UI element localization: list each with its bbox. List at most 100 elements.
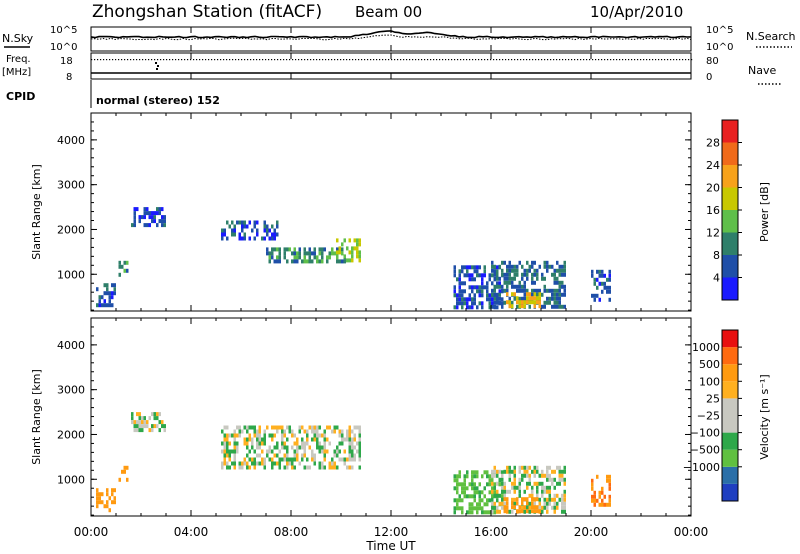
echo-cell xyxy=(233,441,236,446)
echo-cell xyxy=(308,247,311,252)
echo-cell xyxy=(471,502,474,507)
echo-cell xyxy=(501,477,504,482)
nsearch-tick-top: 10^5 xyxy=(706,25,733,36)
echo-cell xyxy=(283,247,286,252)
echo-cell xyxy=(163,428,166,433)
echo-cell xyxy=(553,300,556,305)
echo-cell xyxy=(476,502,479,507)
echo-cell xyxy=(278,461,281,466)
echo-cell xyxy=(468,506,471,511)
echo-cell xyxy=(161,223,164,228)
echo-cell xyxy=(241,429,244,434)
echo-cell xyxy=(138,219,141,224)
echo-cell xyxy=(123,469,126,474)
echo-cell xyxy=(551,505,554,510)
echo-cell xyxy=(278,259,281,264)
echo-cell xyxy=(541,473,544,478)
echo-cell xyxy=(466,470,469,475)
echo-cell xyxy=(253,236,256,241)
echo-cell xyxy=(293,433,296,438)
echo-cell xyxy=(276,461,279,466)
echo-cell xyxy=(336,250,339,255)
echo-cell xyxy=(243,232,246,237)
nave-dot xyxy=(154,59,156,61)
echo-cell xyxy=(238,465,241,470)
echo-cell xyxy=(473,498,476,503)
echo-cell xyxy=(533,505,536,510)
echo-cell xyxy=(493,304,496,309)
echo-cell xyxy=(561,505,564,510)
colorbar-tick-label: −500 xyxy=(690,444,720,457)
echo-cell xyxy=(488,293,491,298)
echo-cell xyxy=(258,429,261,434)
echo-cell xyxy=(113,496,116,501)
echo-cell xyxy=(338,246,341,251)
echo-cell xyxy=(293,457,296,462)
echo-cell xyxy=(338,457,341,462)
echo-cell xyxy=(286,425,289,430)
echo-cell xyxy=(338,259,341,264)
echo-cell xyxy=(491,481,494,486)
echo-cell xyxy=(541,505,544,510)
colorbar-swatch xyxy=(722,330,738,348)
echo-cell xyxy=(341,429,344,434)
echo-cell xyxy=(563,501,566,506)
echo-cell xyxy=(516,501,519,506)
echo-cell xyxy=(501,301,504,306)
echo-cell xyxy=(503,493,506,498)
echo-cell xyxy=(463,490,466,495)
echo-cell xyxy=(471,297,474,302)
echo-cell xyxy=(478,273,481,278)
echo-cell xyxy=(348,437,351,442)
echo-cell xyxy=(296,453,299,458)
echo-cell xyxy=(301,453,304,458)
echo-cell xyxy=(136,428,139,433)
echo-cell xyxy=(358,433,361,438)
nave-dot xyxy=(289,59,291,61)
echo-cell xyxy=(321,449,324,454)
nave-dot xyxy=(595,59,597,61)
echo-cell xyxy=(298,247,301,252)
nave-dot xyxy=(184,59,186,61)
echo-cell xyxy=(526,485,529,490)
echo-cell xyxy=(331,251,334,256)
echo-cell xyxy=(558,477,561,482)
echo-cell xyxy=(293,259,296,264)
echo-cell xyxy=(346,258,349,263)
echo-cell xyxy=(553,509,556,514)
echo-cell xyxy=(296,449,299,454)
nave-dot xyxy=(388,59,390,61)
echo-cell xyxy=(256,441,259,446)
echo-cell xyxy=(548,300,551,305)
echo-cell xyxy=(471,482,474,487)
echo-cell xyxy=(558,296,561,301)
echo-cell xyxy=(521,300,524,305)
echo-cell xyxy=(311,425,314,430)
echo-cell xyxy=(233,437,236,442)
echo-cell xyxy=(603,494,606,499)
echo-cell xyxy=(598,269,601,274)
echo-cell xyxy=(543,276,546,281)
nave-dot xyxy=(400,59,402,61)
echo-cell xyxy=(311,259,314,264)
echo-cell xyxy=(321,247,324,252)
echo-cell xyxy=(468,273,471,278)
echo-cell xyxy=(286,465,289,470)
echo-cell xyxy=(538,501,541,506)
echo-cell xyxy=(528,300,531,305)
echo-cell xyxy=(238,220,241,225)
echo-cell xyxy=(511,469,514,474)
echo-cell xyxy=(343,259,346,264)
nave-dot xyxy=(406,59,408,61)
nsky-label: N.Sky xyxy=(2,32,34,45)
echo-cell xyxy=(478,293,481,298)
echo-cell xyxy=(531,509,534,514)
echo-cell xyxy=(308,445,311,450)
echo-cell xyxy=(481,289,484,294)
echo-cell xyxy=(346,246,349,251)
echo-cell xyxy=(486,502,489,507)
echo-cell xyxy=(543,300,546,305)
echo-cell xyxy=(461,293,464,298)
echo-cell xyxy=(298,445,301,450)
echo-cell xyxy=(233,433,236,438)
